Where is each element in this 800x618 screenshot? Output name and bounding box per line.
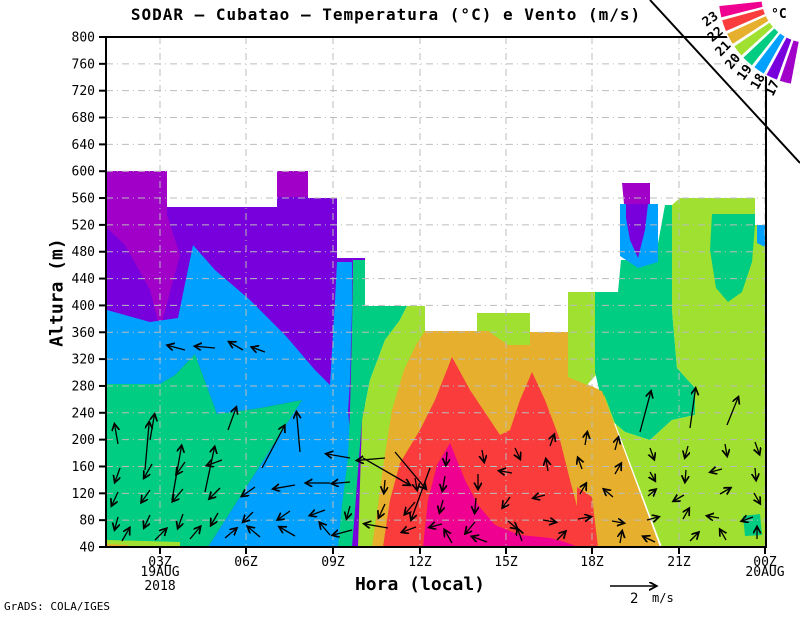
- svg-text:09Z: 09Z: [321, 555, 345, 570]
- band-18-19: [107, 245, 352, 547]
- svg-text:240: 240: [72, 406, 95, 421]
- legend-wedge: [725, 14, 771, 46]
- svg-text:680: 680: [72, 111, 95, 126]
- legend-corner-line: [649, 0, 800, 164]
- band-lt17: [107, 171, 180, 330]
- svg-text:480: 480: [72, 245, 95, 260]
- svg-text:40: 40: [79, 541, 95, 556]
- svg-text:18Z: 18Z: [580, 555, 604, 570]
- legend-wedge: [752, 31, 787, 76]
- legend-tick-label: 23: [700, 9, 721, 30]
- band-gt23: [423, 443, 578, 547]
- svg-text:360: 360: [72, 326, 95, 341]
- legend-tick-label: 18: [748, 71, 769, 92]
- wind-vector-arrows: [112, 342, 760, 544]
- band-21-22: [585, 387, 660, 547]
- svg-text:120: 120: [72, 487, 95, 502]
- svg-text:440: 440: [72, 272, 95, 287]
- reference-vector-value: 2: [630, 591, 638, 607]
- svg-text:160: 160: [72, 460, 95, 475]
- temperature-bands: [107, 171, 765, 547]
- legend-wedge: [741, 26, 781, 68]
- band-19-20: [595, 205, 695, 440]
- grads-credit: GrADS: COLA/IGES: [4, 600, 110, 613]
- svg-text:00Z: 00Z: [753, 555, 777, 570]
- legend-tick-label: 19: [735, 62, 756, 83]
- date-label: 20AUG: [745, 565, 784, 580]
- svg-text:720: 720: [72, 84, 95, 99]
- svg-text:400: 400: [72, 299, 95, 314]
- band-lt17: [277, 171, 308, 197]
- band-18-19: [757, 225, 765, 247]
- svg-text:560: 560: [72, 192, 95, 207]
- svg-text:21Z: 21Z: [667, 555, 691, 570]
- x-axis-label: Hora (local): [354, 574, 486, 595]
- svg-text:280: 280: [72, 379, 95, 394]
- svg-text:15Z: 15Z: [494, 555, 518, 570]
- band-19-20: [338, 260, 407, 547]
- band-lt17: [622, 183, 650, 204]
- page-title: SODAR — Cubatao — Temperatura (°C) e Ven…: [130, 5, 642, 24]
- legend-wedge: [720, 7, 767, 34]
- svg-text:06Z: 06Z: [234, 555, 258, 570]
- svg-text:03Z: 03Z: [148, 555, 172, 570]
- legend-tick-label: 17: [763, 78, 783, 99]
- legend-unit-label: °C: [771, 7, 787, 22]
- legend-wedge: [732, 20, 775, 58]
- svg-text:320: 320: [72, 353, 95, 368]
- reference-vector-unit: m/s: [652, 591, 674, 605]
- svg-text:200: 200: [72, 433, 95, 448]
- legend-wedge: [764, 35, 794, 82]
- svg-text:760: 760: [72, 57, 95, 72]
- svg-text:80: 80: [79, 514, 95, 529]
- svg-text:520: 520: [72, 218, 95, 233]
- reference-vector: 2 m/s: [610, 586, 674, 607]
- y-axis-label: Altura (m): [46, 238, 68, 347]
- date-label: 19AUG: [140, 565, 179, 580]
- legend-wedge: [717, 0, 765, 20]
- date-label: 2018: [144, 579, 175, 594]
- band-20-21: [568, 292, 596, 385]
- svg-text:600: 600: [72, 165, 95, 180]
- band-17-18: [626, 204, 648, 258]
- svg-text:12Z: 12Z: [408, 555, 432, 570]
- axes: 40 80 120 160 200 240 280 320 360 400 440 480 520 560…: [72, 31, 785, 595]
- svg-text:800: 800: [72, 31, 95, 46]
- svg-text:640: 640: [72, 138, 95, 153]
- band-19-20: [710, 214, 755, 302]
- band-20-21: [477, 313, 530, 345]
- band-19-20: [107, 354, 302, 547]
